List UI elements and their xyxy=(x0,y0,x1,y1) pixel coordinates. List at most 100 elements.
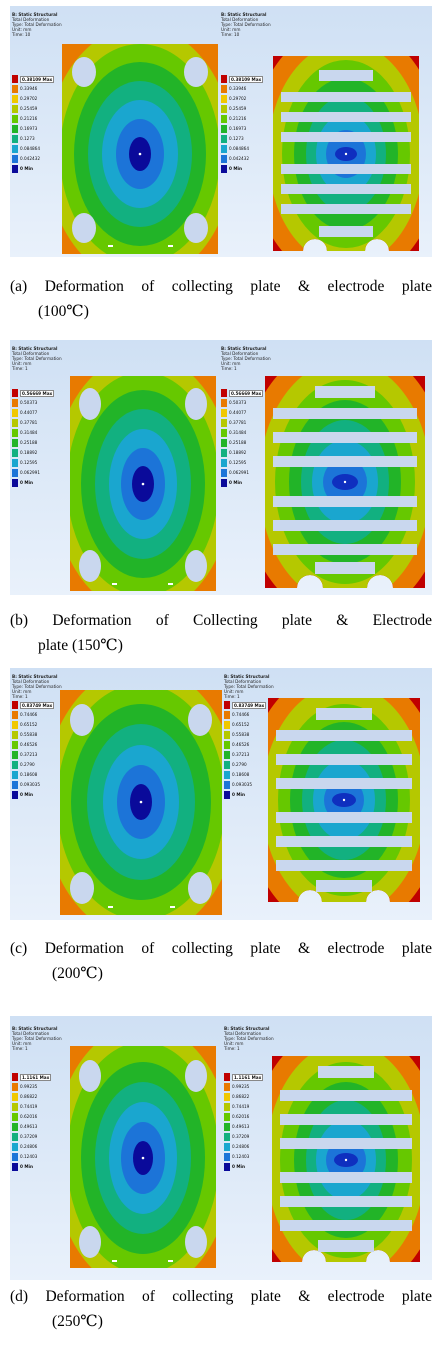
legend-label: 0.18608 xyxy=(20,772,38,777)
right-header: B: Static Structural Total Deformation T… xyxy=(221,346,271,371)
left-legend: 0.83749 Max 0.74466 0.65152 0.55838 0.46… xyxy=(12,700,82,800)
left-header: B: Static Structural Total Deformation T… xyxy=(12,674,62,699)
legend-label: 0.25459 xyxy=(20,106,38,111)
header-line: Total Deformation xyxy=(224,679,262,684)
header-line: Unit: mm xyxy=(12,361,32,366)
caption-word: plate xyxy=(250,940,281,957)
legend-label: 0.46526 xyxy=(232,742,250,747)
legend-label: 0.74419 xyxy=(232,1104,250,1109)
left-legend: 0.38109 Max 0.33946 0.29702 0.25459 0.21… xyxy=(12,74,82,174)
caption-word: Deformation xyxy=(45,1288,125,1305)
legend-label: 1.1161 Max xyxy=(20,1074,52,1081)
electrode-plate-plot xyxy=(272,1056,420,1262)
header-line: Total Deformation xyxy=(12,17,50,22)
legend-label: 0.25459 xyxy=(229,106,247,111)
legend-label: 0.33946 xyxy=(229,86,247,91)
legend-label: 0.18892 xyxy=(229,450,247,455)
header-line: Unit: mm xyxy=(221,361,241,366)
legend-label: 0.062991 xyxy=(229,470,249,475)
header-line: Total Deformation xyxy=(12,1031,50,1036)
legend-label: 0.18892 xyxy=(20,450,38,455)
collecting-plate-plot xyxy=(70,1046,216,1268)
right-header: B: Static Structural Total Deformation T… xyxy=(224,674,274,699)
panel-d: B: Static Structural Total Deformation T… xyxy=(10,1016,432,1280)
legend-label: 0.2790 xyxy=(232,762,247,767)
header-line: Type: Total Deformation xyxy=(221,22,271,27)
legend-label: 0.37781 xyxy=(20,420,38,425)
header-line: B: Static Structural xyxy=(12,674,58,679)
legend-label: 0.44077 xyxy=(20,410,38,415)
legend-label: 0.24806 xyxy=(232,1144,250,1149)
caption-a: (a) Deformation of collecting plate & el… xyxy=(10,274,432,324)
legend-label: 0.74419 xyxy=(20,1104,38,1109)
caption-line2: (200℃) xyxy=(52,965,103,982)
caption-word: plate xyxy=(250,1288,281,1305)
left-legend: 1.1161 Max 0.99235 0.86822 0.74419 0.620… xyxy=(12,1072,82,1172)
right-legend: 0.56669 Max 0.50373 0.44077 0.37781 0.31… xyxy=(221,388,291,488)
collecting-plate-plot xyxy=(70,376,216,591)
caption-word: electrode xyxy=(327,1288,385,1305)
header-line: Type: Total Deformation xyxy=(224,684,274,689)
legend-label: 0.31484 xyxy=(20,430,38,435)
panel-a: B: Static Structural Total Deformation T… xyxy=(10,6,432,257)
header-line: Unit: mm xyxy=(224,1041,244,1046)
caption-word: (c) xyxy=(10,940,28,957)
legend-label: 0.49613 xyxy=(232,1124,250,1129)
caption-word: collecting xyxy=(172,1288,234,1305)
caption-word: plate xyxy=(250,278,281,295)
header-line: Time: 10 xyxy=(12,32,31,37)
header-line: B: Static Structural xyxy=(12,346,58,351)
caption-line2: (250℃) xyxy=(52,1313,103,1330)
header-line: Type: Total Deformation xyxy=(224,1036,274,1041)
legend-label: 0.29702 xyxy=(229,96,247,101)
header-line: Time: 1 xyxy=(12,694,28,699)
collecting-plate-plot xyxy=(62,44,218,254)
legend-label: 0.21216 xyxy=(229,116,247,121)
caption-c: (c) Deformation of collecting plate & el… xyxy=(10,936,432,986)
legend-label: 0.99235 xyxy=(20,1084,38,1089)
caption-word: Deformation xyxy=(44,940,124,957)
legend-label: 0.1273 xyxy=(229,136,244,141)
legend-label: 0.31484 xyxy=(229,430,247,435)
caption-word: plate xyxy=(281,612,312,629)
right-legend: 0.38109 Max 0.33946 0.29702 0.25459 0.21… xyxy=(221,74,291,174)
legend-label: 0.18608 xyxy=(232,772,250,777)
legend-label: 0.093035 xyxy=(20,782,40,787)
legend-label: 0.55838 xyxy=(232,732,250,737)
legend-label: 0.49613 xyxy=(20,1124,38,1129)
legend-label: 0.46526 xyxy=(20,742,38,747)
header-line: Time: 1 xyxy=(221,366,237,371)
legend-label: 0.37213 xyxy=(232,752,250,757)
electrode-plate-plot xyxy=(268,698,420,902)
header-line: Type: Total Deformation xyxy=(221,356,271,361)
legend-label: 0.37213 xyxy=(20,752,38,757)
header-line: Total Deformation xyxy=(12,351,50,356)
legend-label: 0.042432 xyxy=(229,156,249,161)
caption-word: collecting xyxy=(171,278,233,295)
panel-c: B: Static Structural Total Deformation T… xyxy=(10,668,432,920)
legend-label: 0.83749 Max xyxy=(232,702,267,709)
legend-label: 0 Min xyxy=(20,792,33,797)
header-line: Time: 1 xyxy=(12,366,28,371)
legend-label: 0.25188 xyxy=(229,440,247,445)
left-header: B: Static Structural Total Deformation T… xyxy=(12,1026,62,1051)
right-header: B: Static Structural Total Deformation T… xyxy=(224,1026,274,1051)
left-header: B: Static Structural Total Deformation T… xyxy=(12,12,62,37)
header-line: B: Static Structural xyxy=(12,12,58,17)
caption-word: & xyxy=(298,940,311,957)
header-line: Unit: mm xyxy=(12,689,32,694)
legend-label: 0.062991 xyxy=(20,470,40,475)
caption-d: (d) Deformation of collecting plate & el… xyxy=(10,1284,432,1334)
header-line: Type: Total Deformation xyxy=(12,1036,62,1041)
header-line: Unit: mm xyxy=(12,27,32,32)
legend-label: 0.16973 xyxy=(229,126,247,131)
caption-word: electrode xyxy=(327,940,385,957)
header-line: Total Deformation xyxy=(224,1031,262,1036)
legend-label: 0.084864 xyxy=(20,146,40,151)
collecting-plate-plot xyxy=(60,690,222,915)
caption-word: Collecting xyxy=(193,612,258,629)
caption-word: (b) xyxy=(10,612,29,629)
legend-label: 0.042432 xyxy=(20,156,40,161)
caption-word: plate xyxy=(401,1288,432,1305)
legend-label: 0.86822 xyxy=(20,1094,38,1099)
